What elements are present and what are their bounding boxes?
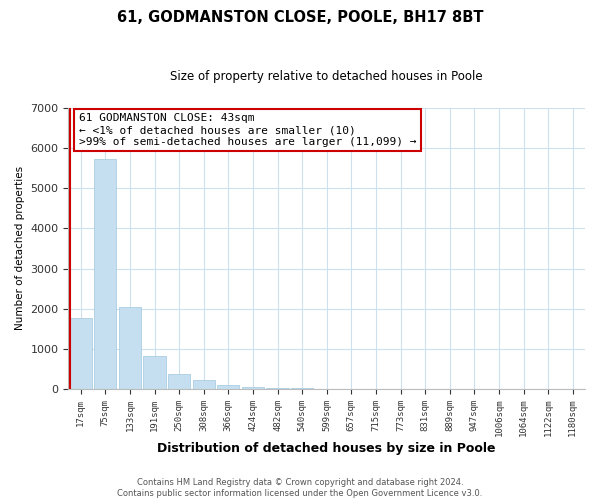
Bar: [266, 388, 289, 389]
Y-axis label: Number of detached properties: Number of detached properties: [15, 166, 25, 330]
Bar: [217, 385, 239, 389]
Bar: [119, 306, 141, 389]
Bar: [94, 159, 116, 389]
Bar: [193, 380, 215, 389]
Bar: [291, 388, 313, 389]
Text: 61 GODMANSTON CLOSE: 43sqm
← <1% of detached houses are smaller (10)
>99% of sem: 61 GODMANSTON CLOSE: 43sqm ← <1% of deta…: [79, 114, 416, 146]
Text: 61, GODMANSTON CLOSE, POOLE, BH17 8BT: 61, GODMANSTON CLOSE, POOLE, BH17 8BT: [117, 10, 483, 25]
Bar: [168, 374, 190, 389]
Bar: [242, 386, 264, 389]
Text: Contains HM Land Registry data © Crown copyright and database right 2024.
Contai: Contains HM Land Registry data © Crown c…: [118, 478, 482, 498]
Bar: [70, 318, 92, 389]
X-axis label: Distribution of detached houses by size in Poole: Distribution of detached houses by size …: [157, 442, 496, 455]
Title: Size of property relative to detached houses in Poole: Size of property relative to detached ho…: [170, 70, 483, 83]
Bar: [143, 356, 166, 389]
